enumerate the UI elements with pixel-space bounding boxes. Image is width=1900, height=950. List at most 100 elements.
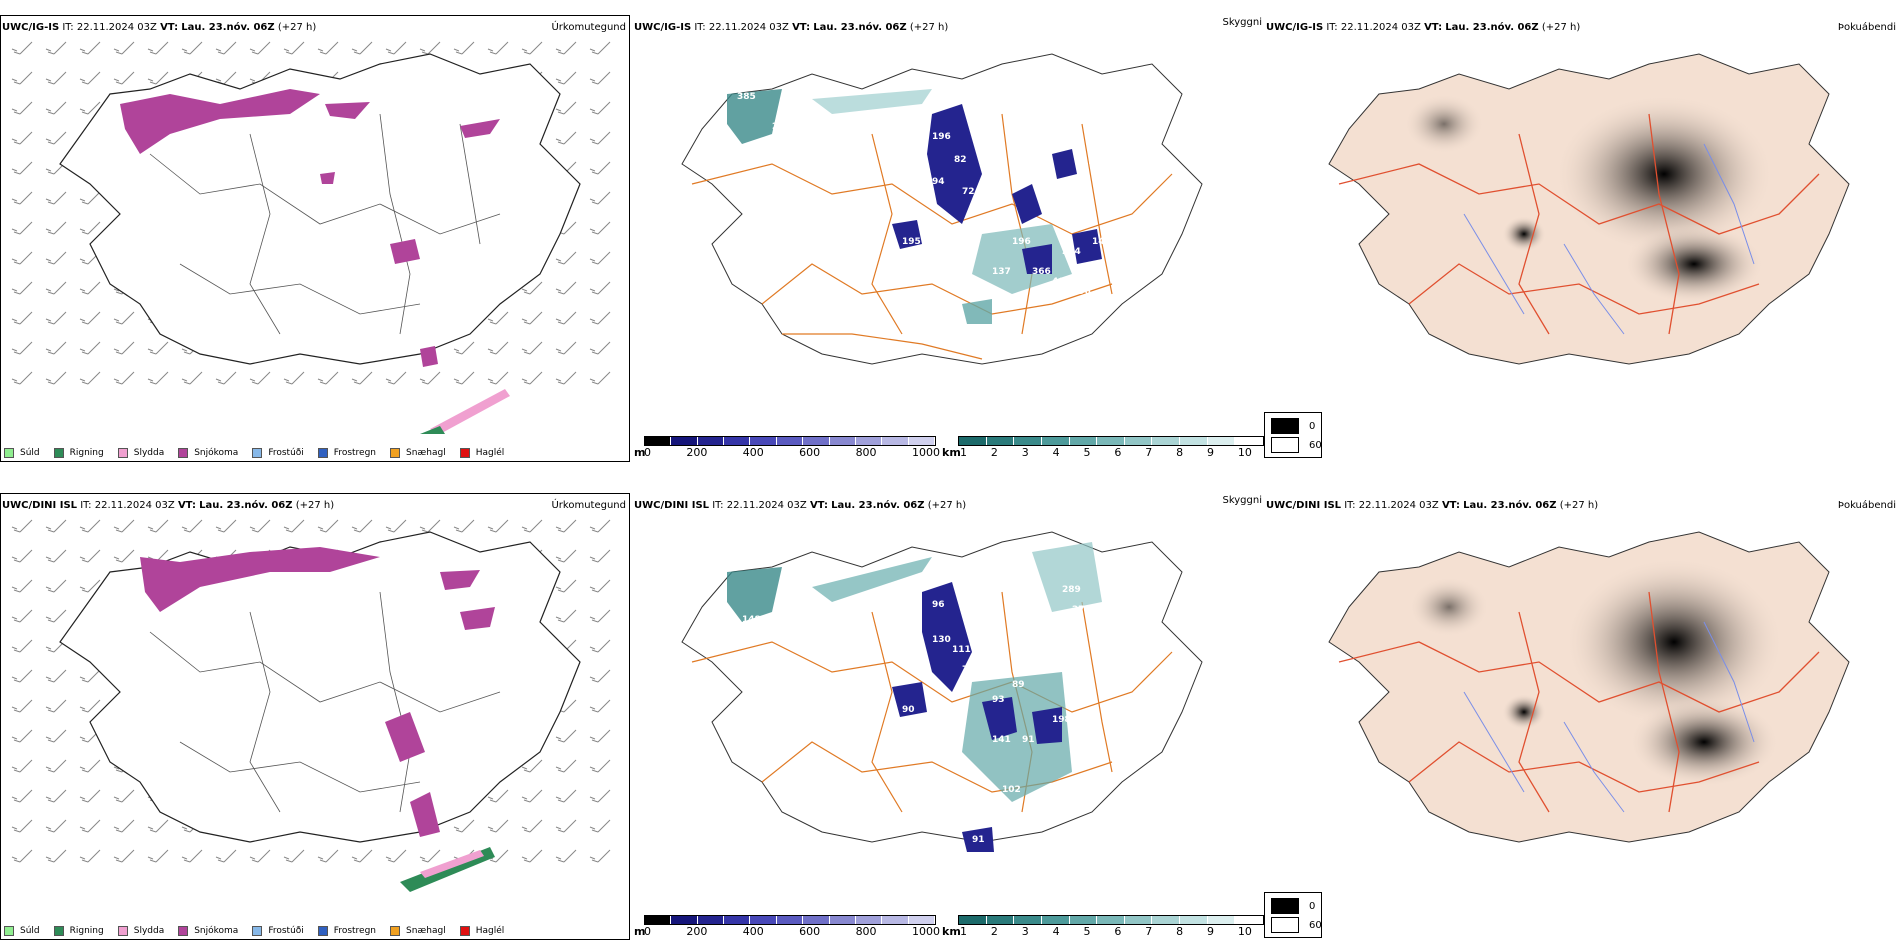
wind-barb	[351, 849, 373, 863]
low-visibility-areas	[727, 542, 1102, 802]
wind-barb	[555, 789, 577, 803]
road-network	[149, 591, 501, 813]
cloudbase-colorbar	[644, 436, 936, 446]
wind-barb	[113, 789, 135, 803]
sleet-rain-south	[400, 847, 495, 892]
cloudbase-label: 196	[1072, 287, 1091, 297]
visibility-segment-8	[1180, 916, 1208, 924]
visibility-tick-2: 3	[1021, 925, 1029, 938]
wind-barb	[249, 849, 271, 863]
visibility-tick-4: 5	[1083, 446, 1091, 459]
visibility-tick-1: 2	[990, 446, 998, 459]
visibility-tick-3: 4	[1052, 925, 1060, 938]
cloudbase-tick-0: 0	[644, 446, 651, 459]
wind-barb	[79, 759, 101, 773]
cloudbase-tick-5: 1000	[911, 925, 940, 938]
wind-barb	[283, 849, 305, 863]
map-frame	[0, 15, 630, 462]
cloudbase-segment-1	[671, 437, 698, 445]
cloudbase-segment-9	[882, 437, 909, 445]
wind-barb	[521, 849, 543, 863]
legend-swatch	[178, 926, 189, 936]
panel-header: UWC/IG-IS IT: 22.11.2024 03Z VT: Lau. 23…	[634, 22, 949, 33]
legend-swatch	[178, 448, 189, 458]
wind-barb	[11, 819, 33, 833]
visibility-segment-4	[1069, 437, 1098, 445]
visibility-tick-9: 10	[1237, 446, 1252, 459]
cloudbase-label: 102	[1002, 785, 1021, 795]
wind-barb	[385, 371, 407, 385]
wind-barb	[79, 311, 101, 325]
wind-barb	[351, 41, 373, 55]
panel-header: UWC/DINI ISL IT: 22.11.2024 03Z VT: Lau.…	[2, 500, 335, 511]
cloudbase-label: 93	[992, 695, 1005, 705]
wind-barb	[589, 221, 611, 235]
wind-barb	[45, 669, 67, 683]
cloudbase-label: 148	[742, 615, 761, 625]
panel-title: Úrkomutegund	[551, 22, 626, 33]
wind-barb	[45, 101, 67, 115]
cloudbase-segment-4	[750, 916, 777, 924]
road-network	[1338, 113, 1820, 335]
wind-barb	[79, 71, 101, 85]
wind-barb	[11, 699, 33, 713]
wind-barb	[79, 41, 101, 55]
legend-swatch	[117, 448, 128, 458]
visibility-unit: km	[942, 925, 961, 938]
visibility-segment-6	[1124, 437, 1153, 445]
wind-barb	[555, 819, 577, 833]
wind-barb	[589, 161, 611, 175]
wind-barb	[555, 281, 577, 295]
visibility-segment-2	[1014, 437, 1042, 445]
wind-barb	[11, 281, 33, 295]
road-network	[149, 113, 501, 335]
cloudbase-segment-6	[803, 916, 830, 924]
visibility-segment-6	[1124, 916, 1153, 924]
visibility-segment-9	[1207, 916, 1236, 924]
wind-barb	[589, 609, 611, 623]
low-visibility-areas	[727, 89, 1072, 324]
wind-barb	[589, 669, 611, 683]
cloudbase-label: 137	[992, 267, 1011, 277]
wind-barb	[521, 281, 543, 295]
wind-barb	[589, 519, 611, 533]
wind-barb	[555, 101, 577, 115]
precip-type-panel-top: UWC/IG-IS IT: 22.11.2024 03Z VT: Lau. 23…	[0, 10, 632, 462]
legend-item-4: Frostúði	[252, 448, 304, 458]
cloudbase-segment-2	[697, 437, 725, 445]
wind-barb	[113, 311, 135, 325]
wind-barb	[521, 789, 543, 803]
visibility-tick-0: 1	[960, 925, 967, 938]
wind-barb	[283, 41, 305, 55]
wind-barb	[419, 371, 441, 385]
wind-barb	[555, 519, 577, 533]
cloudbase-label: 196	[932, 132, 951, 142]
cloudbase-ticks: 0 200 400 600 800 1000	[644, 446, 940, 459]
wind-barb	[317, 519, 339, 533]
wind-barb	[589, 341, 611, 355]
cloudbase-segment-6	[803, 437, 830, 445]
fog-index-panel-bottom: UWC/DINI ISL IT: 22.11.2024 03Z VT: Lau.…	[1264, 488, 1900, 940]
wind-barb	[555, 579, 577, 593]
wind-barb	[11, 131, 33, 145]
wind-barb	[147, 71, 169, 85]
legend-item-2: Slydda	[117, 926, 164, 936]
cloudbase-tick-4: 800	[855, 925, 877, 938]
cloudbase-label: 385	[737, 92, 756, 102]
iceland-outline	[59, 53, 581, 365]
legend-swatch	[459, 926, 470, 936]
wind-barb	[45, 371, 67, 385]
wind-barb	[79, 341, 101, 355]
wind-barb	[419, 849, 441, 863]
legend-item-5: Frostregn	[317, 448, 376, 458]
wind-barb	[11, 759, 33, 773]
cloudbase-tick-3: 600	[799, 446, 821, 459]
fog-areas	[1409, 557, 1784, 787]
wind-barb	[45, 131, 67, 145]
legend-label: Frostúði	[268, 448, 304, 458]
panel-header: UWC/DINI ISL IT: 22.11.2024 03Z VT: Lau.…	[1266, 500, 1599, 511]
wind-barb	[453, 41, 475, 55]
cloudbase-label: 90	[902, 705, 915, 715]
cloudbase-label: 366	[1032, 267, 1051, 277]
